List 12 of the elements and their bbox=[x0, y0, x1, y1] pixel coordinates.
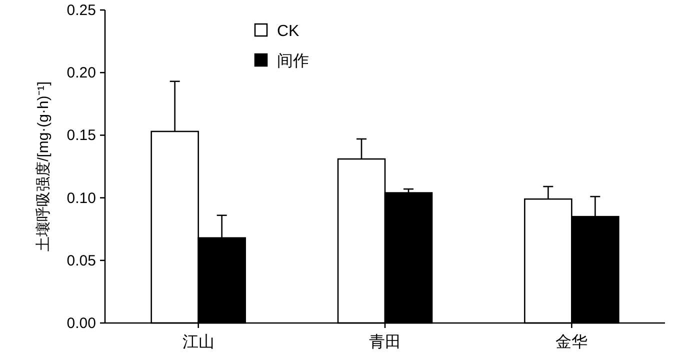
y-axis-title: 土壤呼吸强度/[mg·(g·h)⁻¹] bbox=[35, 82, 52, 252]
y-tick-label: 0.20 bbox=[66, 64, 96, 82]
y-tick-label: 0.05 bbox=[66, 252, 96, 270]
y-tick-label: 0.10 bbox=[66, 190, 96, 207]
x-tick-label: 江山 bbox=[182, 333, 214, 351]
x-tick-label: 金华 bbox=[556, 333, 588, 351]
legend-label: CK bbox=[277, 23, 300, 40]
x-tick-label: 青田 bbox=[369, 333, 401, 351]
y-tick-label: 0.25 bbox=[66, 2, 96, 19]
y-tick-label: 0.00 bbox=[66, 315, 96, 332]
y-tick-label: 0.15 bbox=[66, 127, 96, 144]
legend-label: 间作 bbox=[277, 52, 309, 70]
